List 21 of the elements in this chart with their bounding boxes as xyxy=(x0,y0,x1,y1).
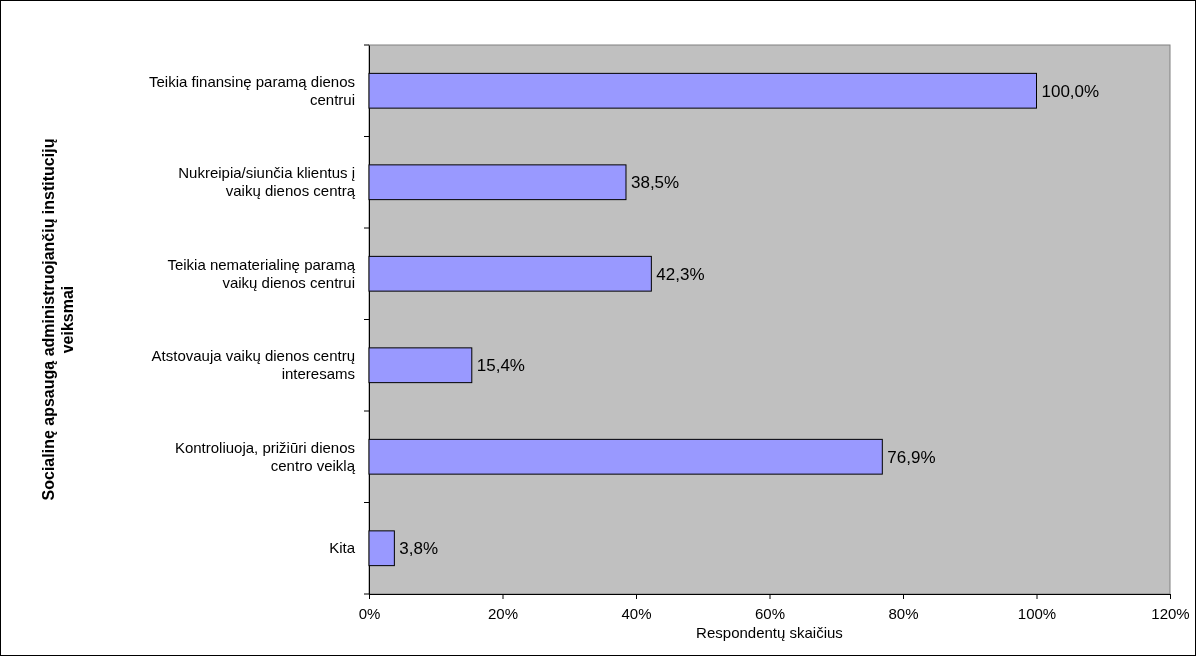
x-axis-title: Respondentų skaičius xyxy=(696,624,843,641)
y-tick-label: Atstovauja vaikų dienos centrų interesams xyxy=(151,347,355,383)
data-label: 15,4% xyxy=(476,356,525,376)
data-label: 100,0% xyxy=(1041,81,1100,101)
x-tick-label: 100% xyxy=(1017,604,1057,622)
data-label: 42,3% xyxy=(656,264,705,284)
x-tick-label: 0% xyxy=(358,604,381,622)
y-tick-label: Teikia nematerialinę paramą vaikų dienos centrui xyxy=(167,255,356,291)
y-tick-label: Kontroliuoja, prižiūri dienos centro veiklą xyxy=(174,438,356,474)
x-tick-label: 20% xyxy=(487,604,519,622)
y-tick-label: Nukreipia/siunčia klientus į vaikų dienos centrą xyxy=(178,164,356,200)
y-tick-label: Teikia finansinę paramą dienos centrui xyxy=(149,72,355,108)
x-tick-label: 40% xyxy=(621,604,652,622)
data-label: 3,8% xyxy=(399,539,439,559)
x-tick-label: 120% xyxy=(1151,604,1190,622)
x-tick-label: 60% xyxy=(754,604,786,622)
y-axis-title: Socialinę apsaugą administruojančių institucijų veiksmai xyxy=(39,138,76,501)
data-label: 76,9% xyxy=(887,447,936,467)
x-tick-label: 80% xyxy=(888,604,919,622)
y-tick-label: Kita xyxy=(329,539,356,557)
data-label: 38,5% xyxy=(630,173,680,193)
